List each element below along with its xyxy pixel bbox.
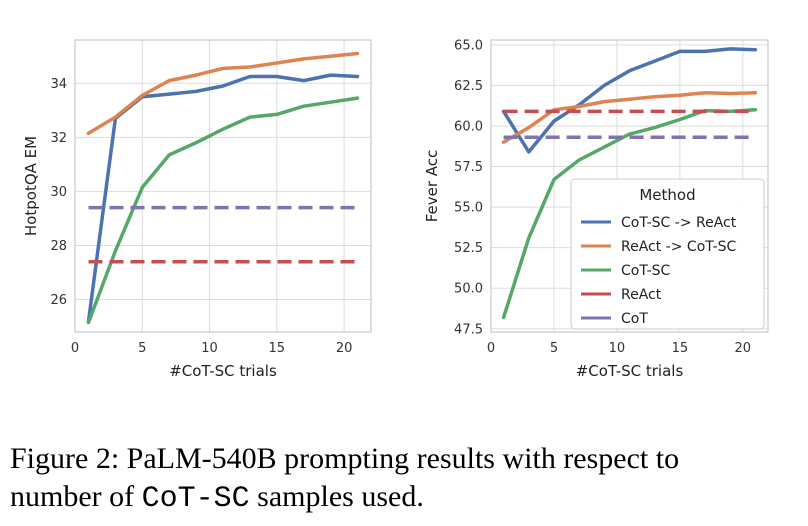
y-tick-label: 50.0	[454, 282, 483, 297]
y-tick-label: 30	[50, 185, 67, 200]
x-tick-label: 5	[550, 341, 558, 356]
x-tick-label: 0	[71, 341, 79, 356]
y-tick-label: 28	[50, 239, 67, 254]
x-tick-label: 15	[269, 341, 286, 356]
caption-line-2: number of CoT-SC samples used.	[10, 478, 806, 518]
legend-entry: CoT-SC	[621, 263, 671, 279]
legend-entry: CoT-SC -> ReAct	[621, 215, 737, 231]
caption-line-1: Figure 2: PaLM-540B prompting results wi…	[10, 442, 680, 475]
x-tick-label: 0	[487, 341, 495, 356]
caption-line-2-start: number of	[10, 480, 142, 513]
x-tick-label: 15	[672, 341, 689, 356]
y-tick-label: 65.0	[454, 38, 483, 53]
series-line-cot-sc	[86, 96, 360, 325]
y-tick-label: 57.5	[454, 160, 483, 175]
y-tick-label: 60.0	[454, 119, 483, 134]
y-tick-label: 52.5	[454, 241, 483, 256]
legend-entry: ReAct -> CoT-SC	[621, 239, 736, 255]
plot-frame	[74, 39, 372, 333]
x-axis-label: #CoT-SC trials	[576, 362, 684, 380]
legend-entry: CoT	[621, 311, 648, 327]
series-line-react-cot-sc	[86, 51, 360, 136]
x-tick-label: 20	[336, 341, 353, 356]
series-line-cot-sc-react	[501, 47, 758, 154]
fever-chart: 0 5 10 15 20 47.5 50.0 52.5 55.0 57.5 60.0 62.5 65.0…	[423, 38, 769, 380]
series-line-cot-sc	[501, 108, 758, 320]
y-axis-label: HotpotQA EM	[22, 136, 40, 236]
x-tick-label: 20	[735, 341, 752, 356]
x-tick-label: 10	[201, 341, 218, 356]
x-axis-label: #CoT-SC trials	[169, 362, 277, 380]
y-tick-label: 32	[50, 131, 67, 146]
legend-title: Method	[639, 186, 695, 204]
plot-frame	[490, 39, 769, 333]
y-tick-label: 55.0	[454, 201, 483, 216]
figure-caption: Figure 2: PaLM-540B prompting results wi…	[10, 440, 806, 518]
y-tick-label: 62.5	[454, 79, 483, 94]
caption-line-2-end: samples used.	[249, 480, 424, 513]
figure: 0 5 10 15 20 26 28 30 32 34 #CoT-SC trials HotpotQA…	[22, 38, 769, 380]
caption-code: CoT-SC	[141, 482, 250, 516]
y-tick-label: 47.5	[454, 322, 483, 337]
y-tick-label: 34	[50, 77, 67, 92]
legend-entry: ReAct	[621, 287, 662, 303]
y-tick-label: 26	[50, 293, 67, 308]
series-line-cot-sc-react	[86, 73, 360, 323]
x-tick-label: 10	[609, 341, 626, 356]
hotpotqa-chart: 0 5 10 15 20 26 28 30 32 34 #CoT-SC trials HotpotQA…	[22, 39, 372, 380]
x-tick-label: 5	[138, 341, 146, 356]
legend-box	[570, 178, 765, 330]
y-axis-label: Fever Acc	[423, 150, 441, 223]
series-line-react-cot-sc	[501, 90, 758, 144]
